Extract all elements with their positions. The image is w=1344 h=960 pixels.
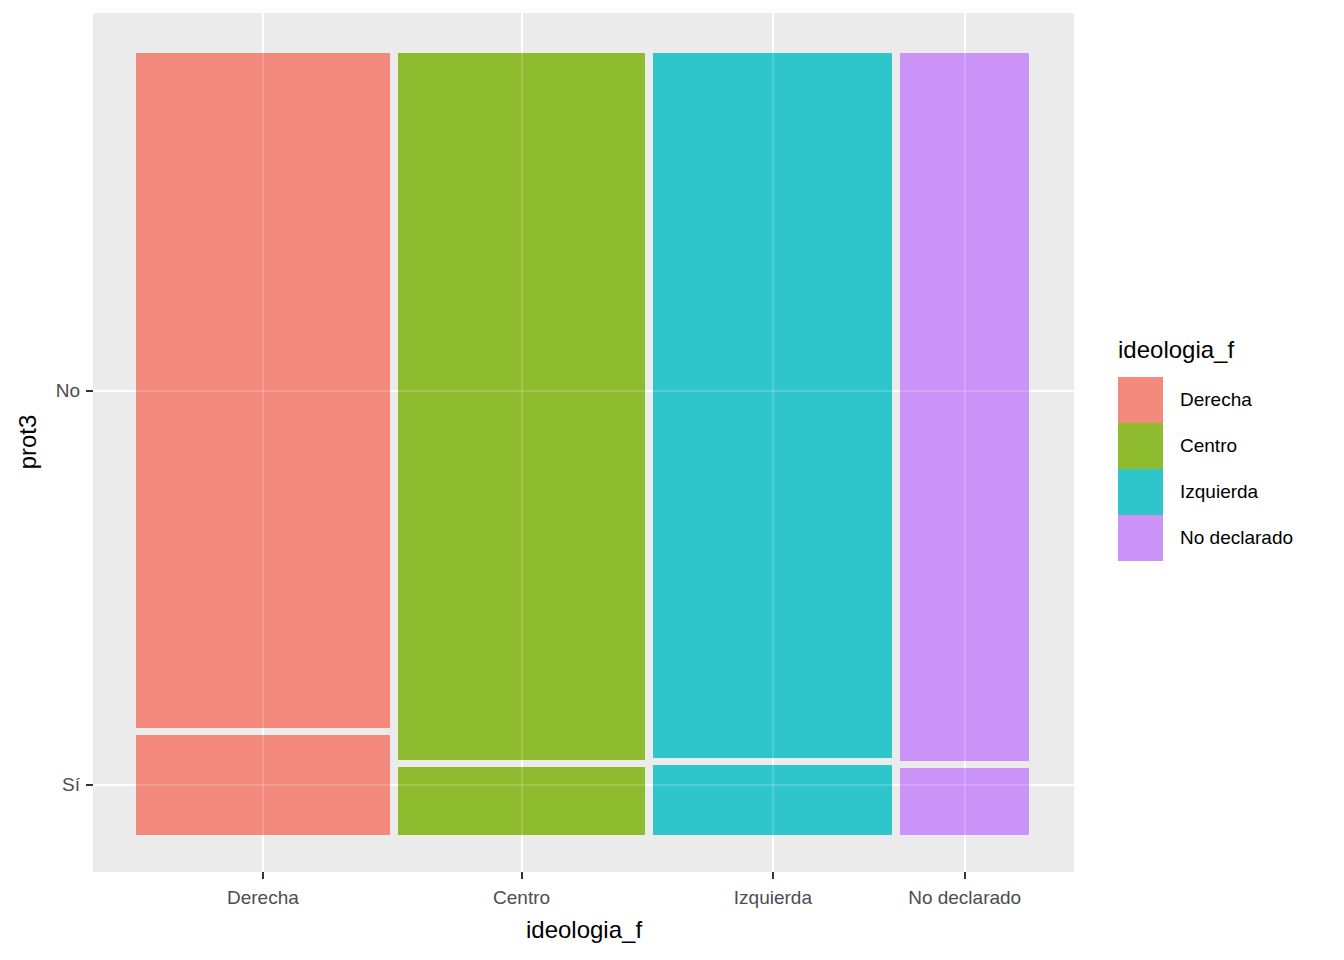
- legend-entry-derecha: Derecha: [1118, 377, 1293, 423]
- y-tick-mark-si: [86, 784, 93, 786]
- x-axis-title: ideologia_f: [526, 916, 642, 944]
- legend-label-no-declarado: No declarado: [1180, 527, 1293, 549]
- legend-entry-no-declarado: No declarado: [1118, 515, 1293, 561]
- y-axis-title: prot3: [14, 415, 42, 470]
- legend-key-izquierda: [1118, 469, 1163, 515]
- x-tick-mark-derecha: [262, 872, 264, 879]
- legend-title: ideologia_f: [1118, 336, 1293, 364]
- y-tick-label-si: Sí: [62, 774, 80, 796]
- legend: ideologia_f Derecha Centro Izquierda No dec…: [1118, 336, 1293, 561]
- gridline-overlay-horizontal-si: [93, 784, 1074, 786]
- gridline-overlay-vertical-centro: [521, 13, 523, 872]
- legend-key-centro: [1118, 423, 1163, 469]
- gridline-overlay-horizontal-no: [93, 390, 1074, 392]
- mosaic-plot-figure: prot3 ideologia_f ideologia_f Derecha Cen…: [0, 0, 1344, 960]
- legend-key-no-declarado: [1118, 515, 1163, 561]
- y-tick-label-no: No: [56, 380, 80, 402]
- gridline-overlay-vertical-derecha: [262, 13, 264, 872]
- legend-label-izquierda: Izquierda: [1180, 481, 1258, 503]
- x-tick-mark-no-declarado: [964, 872, 966, 879]
- y-tick-mark-no: [86, 390, 93, 392]
- legend-label-derecha: Derecha: [1180, 389, 1252, 411]
- legend-key-derecha: [1118, 377, 1163, 423]
- x-tick-label-izquierda: Izquierda: [734, 887, 812, 909]
- x-tick-mark-izquierda: [772, 872, 774, 879]
- x-tick-label-centro: Centro: [493, 887, 550, 909]
- legend-label-centro: Centro: [1180, 435, 1237, 457]
- x-tick-label-derecha: Derecha: [227, 887, 299, 909]
- gridline-overlay-vertical-no-declarado: [964, 13, 966, 872]
- legend-entry-izquierda: Izquierda: [1118, 469, 1293, 515]
- x-tick-mark-centro: [521, 872, 523, 879]
- legend-entry-centro: Centro: [1118, 423, 1293, 469]
- gridline-overlay-vertical-izquierda: [772, 13, 774, 872]
- plot-panel: [93, 13, 1074, 872]
- x-tick-label-no-declarado: No declarado: [908, 887, 1021, 909]
- legend-entries: Derecha Centro Izquierda No declarado: [1118, 377, 1293, 561]
